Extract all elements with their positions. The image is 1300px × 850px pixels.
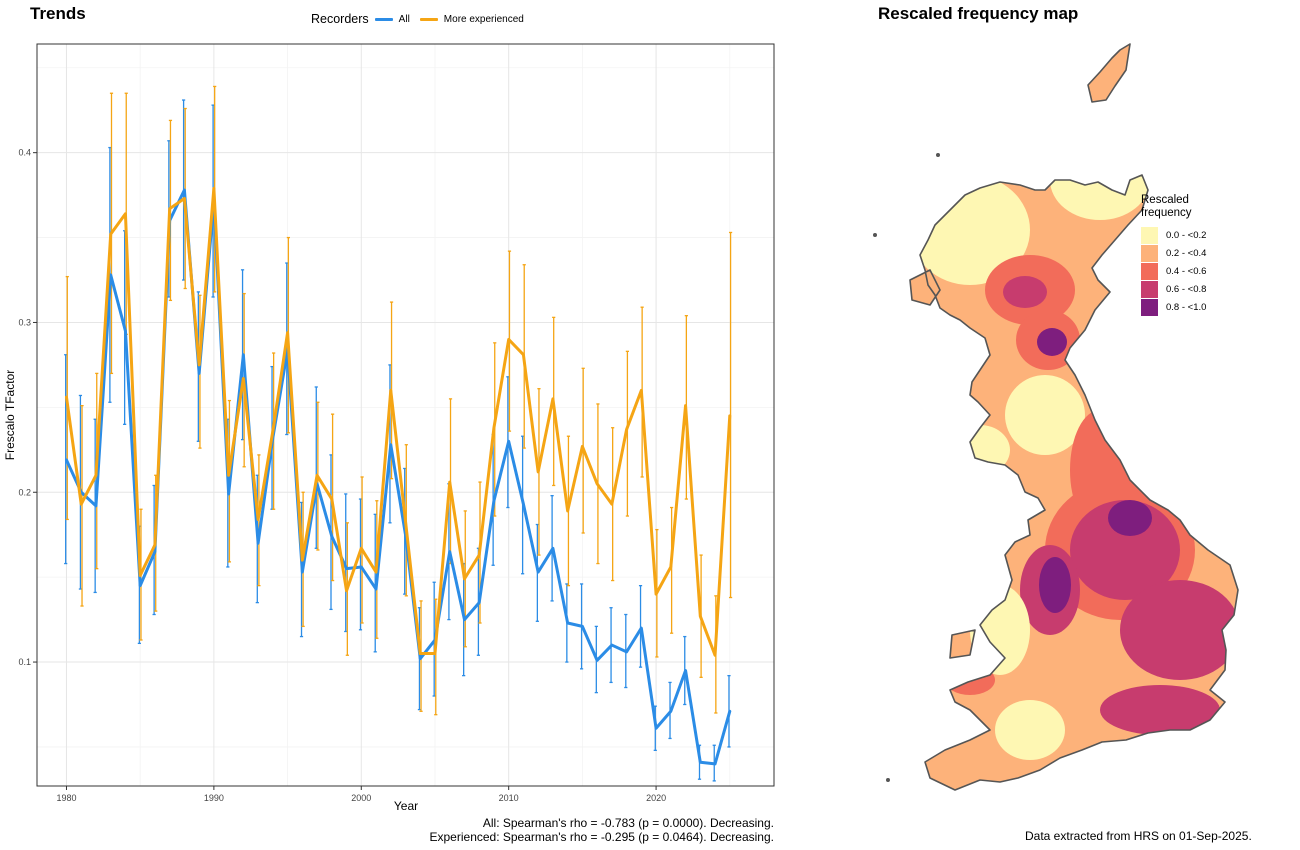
spearman-stats: All: Spearman's rho = -0.783 (p = 0.0000…	[430, 816, 775, 844]
map-legend-swatch	[1141, 262, 1158, 280]
map-legend-row: 0.6 - <0.8	[1141, 280, 1211, 298]
map-legend-label: 0.4 - <0.6	[1166, 265, 1207, 277]
coastline-outline	[909, 43, 1239, 791]
map-legend-label: 0.6 - <0.8	[1166, 283, 1207, 295]
x-tick-label: 2020	[646, 793, 666, 803]
legend-item-all: All	[374, 13, 410, 25]
y-tick-label: 0.1	[18, 657, 31, 667]
grid-layer	[37, 44, 774, 786]
error-bars-layer	[64, 85, 733, 782]
x-tick-label: 1990	[204, 793, 224, 803]
map-legend-row: 0.2 - <0.4	[1141, 244, 1211, 262]
map-legend-swatch	[1141, 244, 1158, 262]
legend-title: Recorders	[311, 12, 369, 26]
error-bar-experienced	[625, 350, 629, 517]
map-legend-label: 0.8 - <1.0	[1166, 301, 1207, 313]
trends-title: Trends	[30, 4, 86, 23]
error-bar-experienced	[80, 405, 84, 607]
legend-swatch-experienced	[419, 17, 438, 21]
data-extract-note: Data extracted from HRS on 01-Sep-2025.	[1025, 829, 1252, 843]
island-dot	[873, 233, 877, 237]
x-tick-label: 2000	[351, 793, 371, 803]
y-axis-label: Frescalo TFactor	[3, 370, 17, 460]
map-legend-row: 0.8 - <1.0	[1141, 298, 1211, 316]
y-tick-label: 0.2	[18, 487, 31, 497]
frequency-fill	[910, 44, 1238, 790]
legend-label-all: All	[398, 13, 410, 25]
x-tick-label: 2010	[499, 793, 519, 803]
tick-labels-layer: 1980 1990 2000 2010 2020 0.1 0.2 0.3 0.4	[18, 148, 666, 803]
error-bar-all	[638, 584, 643, 668]
map-legend-row: 0.4 - <0.6	[1141, 262, 1211, 280]
map-legend-swatch	[1141, 298, 1158, 316]
legend-item-experienced: More experienced	[419, 13, 524, 25]
series-line-experienced	[64, 186, 732, 657]
map-legend-label: 0.0 - <0.2	[1166, 229, 1207, 241]
island-dot	[886, 778, 890, 782]
error-bar-experienced	[331, 413, 335, 582]
error-bar-experienced	[670, 506, 674, 634]
x-axis-label: Year	[394, 799, 418, 813]
map-legend-swatch	[1141, 226, 1158, 244]
map-legend-row: 0.0 - <0.2	[1141, 226, 1211, 244]
x-tick-label: 1980	[56, 793, 76, 803]
trend-chart: 1980 1990 2000 2010 2020 0.1 0.2 0.3 0.4 Year Fr…	[3, 43, 775, 813]
map-legend: Rescaled frequency 0.0 - <0.2 0.2 - <0.4…	[1141, 194, 1211, 316]
y-tick-label: 0.4	[18, 148, 31, 158]
stats-experienced: Experienced: Spearman's rho = -0.295 (p …	[429, 830, 775, 844]
map-legend-title: Rescaled frequency	[1141, 194, 1192, 219]
plot-border	[36, 43, 775, 787]
y-tick-label: 0.3	[18, 317, 31, 327]
rescaled-frequency-map	[873, 43, 1239, 791]
island-dot	[936, 153, 940, 157]
map-legend-swatch	[1141, 280, 1158, 298]
legend-label-experienced: More experienced	[443, 13, 524, 25]
map-legend-label: 0.2 - <0.4	[1166, 247, 1207, 259]
legend-swatch-all	[374, 17, 393, 21]
series-lines-layer	[64, 186, 732, 766]
series-legend: Recorders All More experienced	[311, 12, 534, 26]
error-bar-experienced	[434, 598, 438, 716]
stats-all: All: Spearman's rho = -0.783 (p = 0.0000…	[482, 816, 774, 830]
map-title: Rescaled frequency map	[878, 4, 1079, 23]
